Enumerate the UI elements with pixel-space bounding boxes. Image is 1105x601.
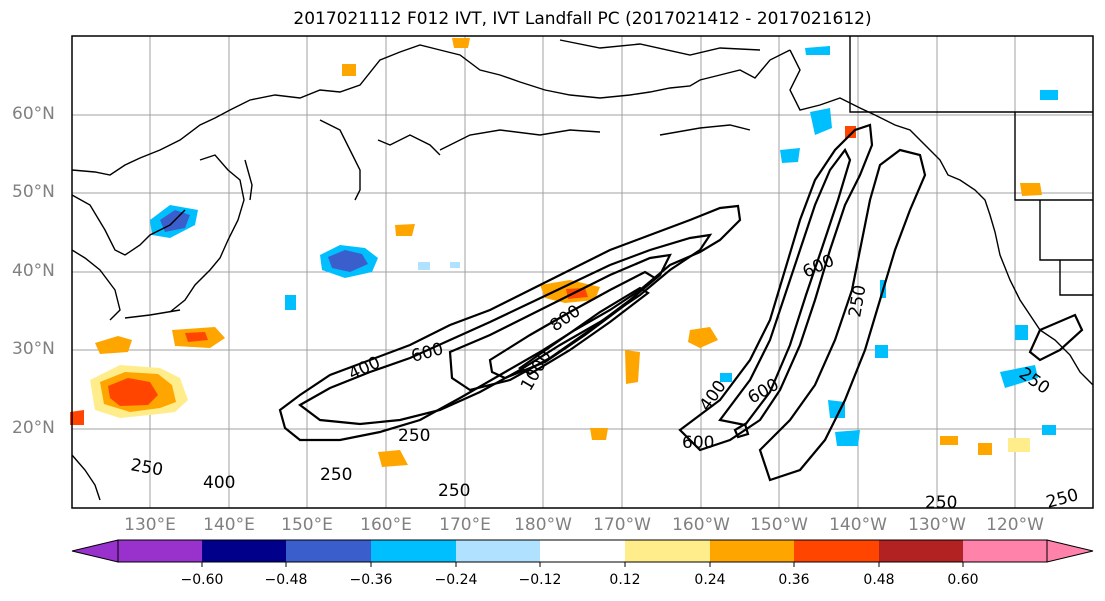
gridlines bbox=[72, 36, 1093, 508]
contour-label: 250 bbox=[925, 493, 957, 513]
lon-label: 150°W bbox=[750, 515, 808, 535]
lon-label: 140°W bbox=[829, 515, 887, 535]
contour-label: 600 bbox=[682, 433, 714, 453]
lon-label: 130°W bbox=[908, 515, 966, 535]
colorbar-tick-label: −0.60 bbox=[180, 572, 224, 588]
lon-label: 170°W bbox=[593, 515, 651, 535]
lat-label: 30°N bbox=[12, 339, 55, 359]
colorbar bbox=[71, 539, 1094, 567]
lat-label: 20°N bbox=[12, 418, 55, 438]
lon-label: 130°E bbox=[124, 515, 176, 535]
lat-label: 60°N bbox=[12, 104, 55, 124]
positive-anomaly-shading bbox=[70, 38, 1042, 467]
map-title: 2017021112 F012 IVT, IVT Landfall PC (20… bbox=[293, 9, 872, 29]
lon-label: 120°W bbox=[986, 515, 1044, 535]
colorbar-tick-label: −0.48 bbox=[264, 572, 308, 588]
ivt-contours bbox=[278, 123, 1084, 482]
colorbar-tick-label: 0.12 bbox=[609, 572, 641, 588]
colorbar-tick-label: −0.24 bbox=[434, 572, 478, 588]
lat-label: 40°N bbox=[12, 261, 55, 281]
lon-label: 150°E bbox=[281, 515, 333, 535]
contour-label: 250 bbox=[320, 465, 352, 485]
colorbar-tick-label: −0.12 bbox=[518, 572, 562, 588]
lon-label: 160°W bbox=[672, 515, 730, 535]
map-border bbox=[71, 35, 1094, 509]
colorbar-tick-label: −0.36 bbox=[349, 572, 393, 588]
colorbar-tick-label: 0.36 bbox=[778, 572, 810, 588]
lon-label: 140°E bbox=[203, 515, 255, 535]
map-panel: 250 250 250 250 250 250 400 400 600 600 … bbox=[70, 35, 1094, 513]
lat-label: 50°N bbox=[12, 182, 55, 202]
coastlines bbox=[71, 36, 1094, 501]
contour-label: 250 bbox=[438, 481, 470, 501]
colorbar-extend-high bbox=[1046, 539, 1094, 563]
colorbar-tick-label: 0.48 bbox=[863, 572, 895, 588]
contour-label: 400 bbox=[203, 473, 235, 493]
lon-label: 160°E bbox=[360, 515, 412, 535]
colorbar-extend-low bbox=[71, 539, 119, 563]
lon-label: 170°E bbox=[439, 515, 491, 535]
colorbar-tick-label: 0.60 bbox=[947, 572, 979, 588]
colorbar-tick-label: 0.24 bbox=[694, 572, 726, 588]
lon-label: 180°W bbox=[514, 515, 572, 535]
contour-label: 250 bbox=[398, 426, 430, 446]
